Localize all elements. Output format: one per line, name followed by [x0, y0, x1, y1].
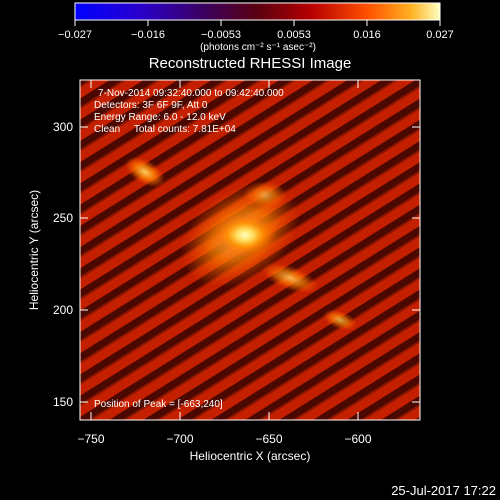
time-range: 7-Nov-2014 09:32:40.000 to 09:42:40.000	[98, 88, 284, 99]
footer-date: 25-Jul-2017 17:22	[391, 483, 496, 498]
colorbar-tick: 0.016	[353, 29, 381, 41]
y-tick-label: 200	[53, 303, 73, 317]
colorbar-tick: 0.0053	[277, 29, 311, 41]
colorbar-tick: −0.027	[58, 29, 92, 41]
y-tick-label: 150	[53, 395, 73, 409]
colorbar-tick: 0.027	[426, 29, 454, 41]
y-tick-label: 250	[53, 211, 73, 225]
x-tick-label: −600	[344, 432, 371, 446]
x-axis	[90, 80, 359, 420]
colorbar-units: (photons cm⁻² s⁻¹ asec⁻²)	[200, 42, 316, 53]
colorbar: −0.027 −0.016 −0.0053 0.0053 0.016 0.027…	[58, 2, 454, 53]
x-tick-label: −650	[255, 432, 282, 446]
y-axis-label: Heliocentric Y (arcsec)	[27, 190, 41, 310]
plot-frame	[79, 79, 421, 421]
rhessi-image	[80, 80, 420, 420]
colorbar-tick: −0.0053	[201, 29, 241, 41]
y-tick-label: 300	[53, 120, 73, 134]
x-tick-label: −700	[166, 432, 193, 446]
clean-info: Clean Total counts: 7.81E+04	[94, 124, 236, 135]
x-axis-label: Heliocentric X (arcsec)	[190, 449, 311, 463]
x-tick-label: −750	[77, 432, 104, 446]
detectors-info: Detectors: 3F 6F 9F, Att 0	[94, 100, 208, 111]
y-axis	[80, 126, 420, 403]
peak-position: Position of Peak = [-663,240]	[94, 399, 223, 410]
colorbar-tick: −0.016	[131, 29, 165, 41]
energy-range: Energy Range: 6.0 - 12.0 keV	[94, 112, 226, 123]
plot-title: Reconstructed RHESSI Image	[149, 55, 352, 72]
colorbar-gradient	[74, 2, 441, 21]
